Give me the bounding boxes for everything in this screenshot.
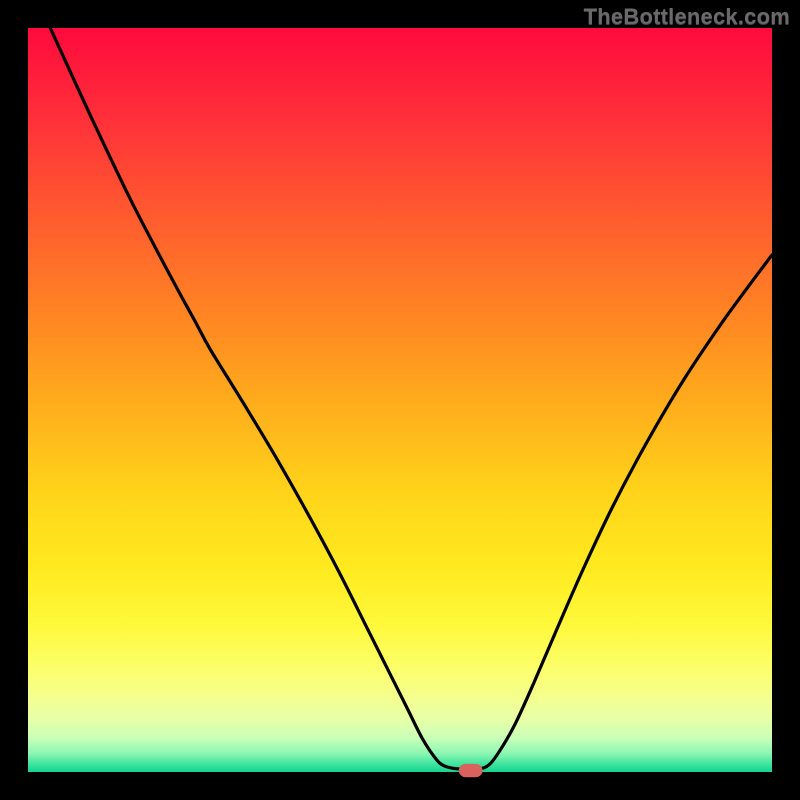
watermark-text: TheBottleneck.com	[584, 4, 790, 30]
chart-background	[28, 28, 772, 772]
optimal-point-marker	[459, 764, 483, 777]
bottleneck-chart	[0, 0, 800, 800]
